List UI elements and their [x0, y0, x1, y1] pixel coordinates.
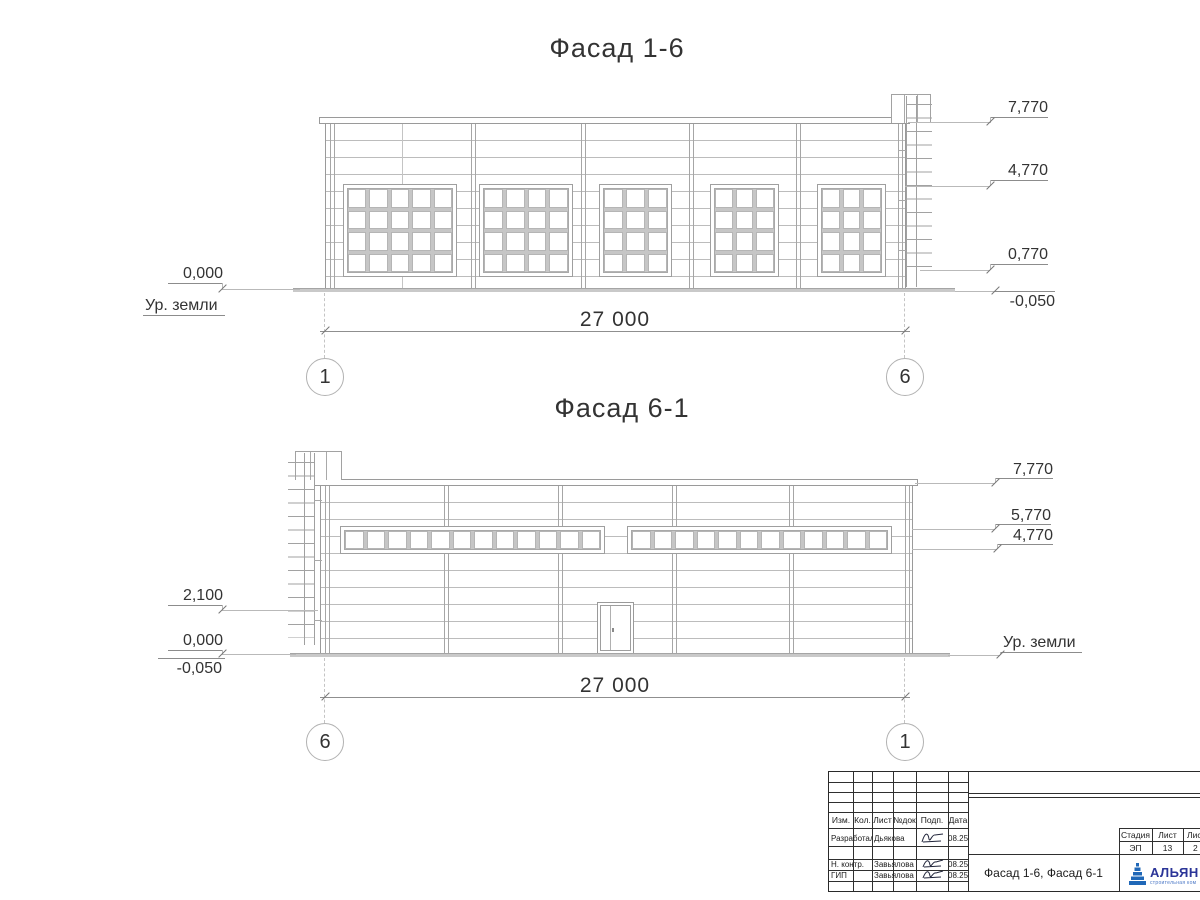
- signature: [922, 870, 944, 879]
- ribbon-window: [340, 526, 605, 554]
- tb-col-data: Дата: [948, 815, 968, 825]
- tb-doc-title: Фасад 1-6, Фасад 6-1: [984, 866, 1103, 880]
- tb-date: 08.25: [948, 834, 968, 843]
- tb-col-izm: Изм.: [831, 815, 851, 825]
- facade-1-6-title: Фасад 1-6: [549, 33, 685, 63]
- tb-col-podp: Подп.: [920, 815, 944, 825]
- elevation-mark: 4,770: [1007, 162, 1048, 179]
- tb-col-list: Лист: [873, 815, 892, 825]
- elevation-mark: 5,770: [1010, 507, 1051, 524]
- window: [599, 184, 672, 277]
- elevation-mark: 4,770: [1012, 527, 1053, 544]
- dimension-label: 27 000: [579, 308, 651, 331]
- tb-sheet-label: Лист: [1158, 830, 1177, 840]
- elevation-mark: 0,000: [182, 632, 223, 649]
- company-subtitle: строительная ком: [1150, 880, 1197, 886]
- elevation-mark: 0,770: [1007, 246, 1048, 263]
- elevation-mark: 7,770: [1007, 99, 1048, 116]
- window: [343, 184, 457, 277]
- facade-6-1-title: Фасад 6-1: [554, 393, 690, 423]
- elevation-mark: 7,770: [1012, 461, 1053, 478]
- window: [817, 184, 886, 277]
- dimension-line: [320, 697, 910, 698]
- tb-role: ГИП: [831, 871, 847, 880]
- parapet-cap: [314, 479, 918, 486]
- tb-date: 08.25: [948, 871, 968, 880]
- tb-date: 08.25: [948, 860, 968, 869]
- ribbon-window: [627, 526, 892, 554]
- tb-col-kol: Кол.: [854, 815, 871, 825]
- ground-level-label: Ур. земли: [145, 297, 218, 314]
- signature: [922, 859, 944, 868]
- axis-marker: 6: [306, 723, 344, 761]
- ground-level-label: Ур. земли: [1003, 634, 1076, 651]
- ground-line: [293, 288, 955, 292]
- company-name: АЛЬЯН: [1150, 865, 1199, 880]
- dimension-label: 27 000: [579, 674, 651, 697]
- tb-role: Разработал: [831, 834, 873, 843]
- company-logo-icon: [1129, 863, 1146, 885]
- tb-name: Завьялова: [874, 871, 914, 880]
- axis-marker: 1: [886, 723, 924, 761]
- tb-name: Завьялова: [874, 860, 914, 869]
- title-block: Изм. Кол. Лист №док Подп. Дата Разработа…: [828, 771, 1200, 892]
- axis-marker: 6: [886, 358, 924, 396]
- elevation-mark: -0,050: [1009, 293, 1055, 310]
- elevation-mark: 0,000: [182, 265, 223, 282]
- signature: [921, 833, 944, 843]
- dimension-line: [320, 331, 910, 332]
- entrance-door: [597, 602, 634, 654]
- window: [710, 184, 779, 277]
- tb-sheet-value: 13: [1162, 843, 1173, 853]
- elevation-mark: -0,050: [176, 660, 222, 677]
- tb-sheets-value: 2: [1193, 843, 1198, 853]
- tb-sheets-label: Лис: [1187, 830, 1200, 840]
- ground-line: [290, 653, 950, 657]
- tb-role: Н. контр.: [831, 860, 865, 869]
- tb-stage-value: ЭП: [1129, 843, 1142, 853]
- window: [479, 184, 573, 277]
- parapet-cap: [319, 117, 910, 124]
- elevation-mark: 2,100: [182, 587, 223, 604]
- tb-stage-label: Стадия: [1121, 830, 1150, 840]
- tb-col-ndok: №док: [893, 815, 916, 825]
- tb-name: Дьякова: [874, 834, 905, 843]
- axis-marker: 1: [306, 358, 344, 396]
